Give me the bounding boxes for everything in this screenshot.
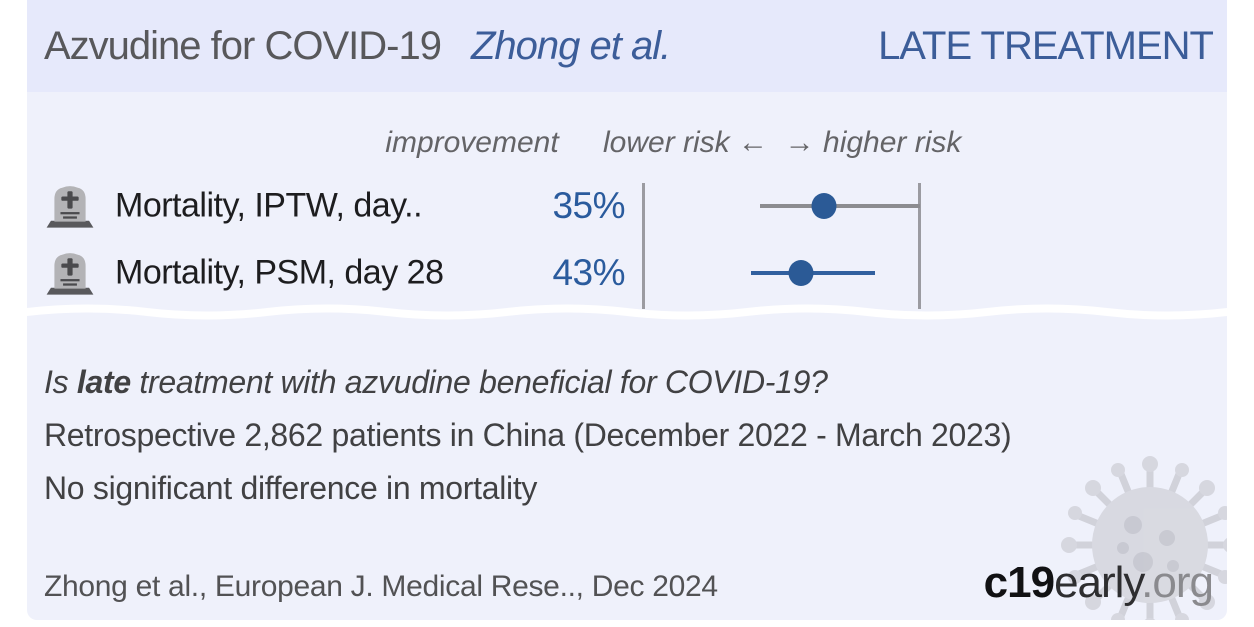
treatment-stage-label: LATE TREATMENT: [878, 23, 1214, 68]
column-header-risk-scale: lower risk ← → higher risk: [603, 126, 962, 159]
effect-estimate-dot: [788, 260, 814, 286]
null-effect-line: [918, 183, 921, 309]
outcome-row: Mortality, IPTW, day.. 35%: [27, 178, 1227, 234]
wave-divider: [27, 304, 1227, 322]
summary-study-description: Retrospective 2,862 patients in China (D…: [44, 417, 1012, 453]
logo-c19: c19: [983, 558, 1055, 607]
study-card: Azvudine for COVID-19 Zhong et al. LATE …: [27, 0, 1227, 620]
question-suffix: treatment with azvudine beneficial for C…: [130, 364, 828, 400]
study-author: Zhong et al.: [470, 23, 671, 68]
confidence-interval-line: [759, 204, 920, 208]
outcome-label: Mortality, IPTW, day..: [115, 186, 423, 225]
tombstone-icon: [46, 253, 94, 295]
header-bar: Azvudine for COVID-19 Zhong et al. LATE …: [27, 0, 1227, 92]
summary-question: Is late treatment with azvudine benefici…: [44, 362, 1011, 402]
column-header-improvement: improvement: [385, 126, 559, 159]
study-title: Azvudine for COVID-19: [44, 23, 442, 68]
improvement-value: 35%: [552, 185, 625, 226]
improvement-value: 43%: [552, 252, 625, 293]
tombstone-icon: [46, 186, 94, 228]
forest-plot-cell: [642, 178, 920, 234]
summary-block: Is late treatment with azvudine benefici…: [44, 362, 1012, 508]
citation: Zhong et al., European J. Medical Rese..…: [44, 570, 718, 603]
plot-left-axis-line: [642, 183, 645, 309]
forest-plot-cell: [642, 245, 920, 301]
site-logo[interactable]: c19early.org: [983, 558, 1214, 608]
question-bold-word: late: [76, 364, 131, 400]
logo-early: early: [1054, 558, 1142, 607]
question-prefix: Is: [44, 364, 77, 400]
effect-estimate-dot: [811, 193, 837, 219]
outcome-row: Mortality, PSM, day 28 43%: [27, 245, 1227, 301]
logo-org: .org: [1141, 558, 1214, 607]
virus-icon: [1061, 456, 1227, 620]
outcome-label: Mortality, PSM, day 28: [115, 253, 444, 292]
summary-result: No significant difference in mortality: [44, 470, 538, 506]
